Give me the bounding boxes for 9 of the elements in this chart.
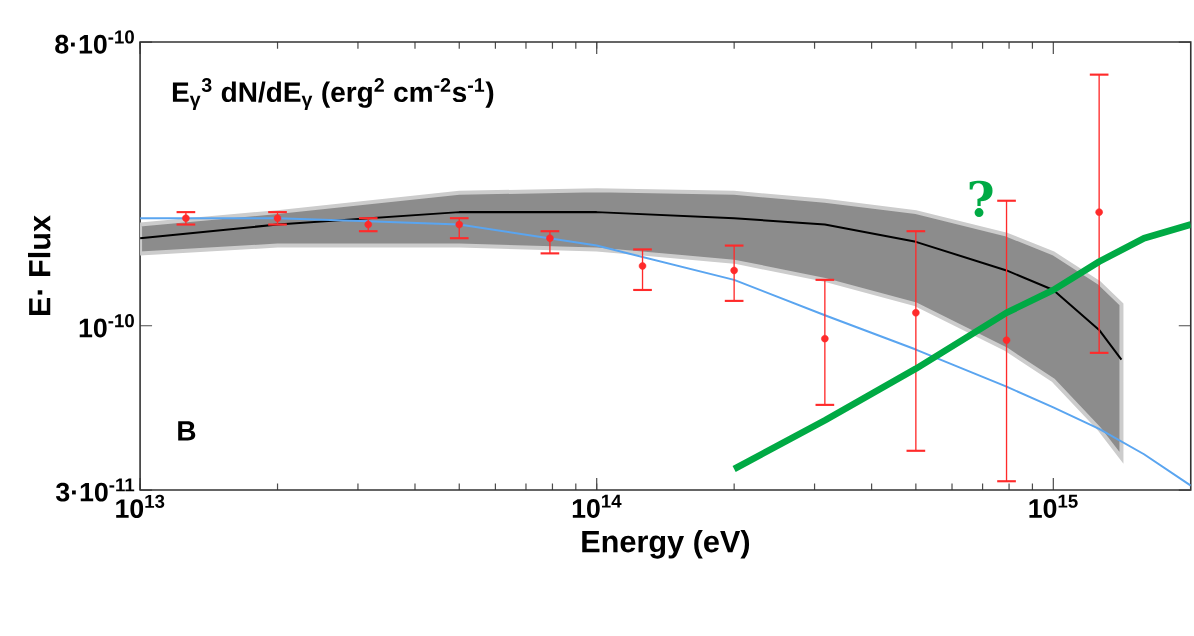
- annotation: B: [178, 421, 196, 441]
- y-tick-label: 10$^{-10}$: [79, 314, 134, 338]
- x-tick-label: 10$^{15}$: [1029, 494, 1078, 518]
- text: E$_{γ}$$^{3}$ dN/dE$_{γ}$ (erg$^{2}$ cm$^{-2}$s$^{-1}$): [172, 78, 494, 111]
- y-tick-label: 8·10$^{-10}$: [55, 30, 134, 54]
- x-axis-title: Energy (eV): [582, 529, 750, 559]
- x-tick-label: 10$^{14}$: [572, 494, 622, 518]
- y-axis-title: E· Flux: [28, 215, 51, 316]
- annotation: ?: [969, 180, 993, 217]
